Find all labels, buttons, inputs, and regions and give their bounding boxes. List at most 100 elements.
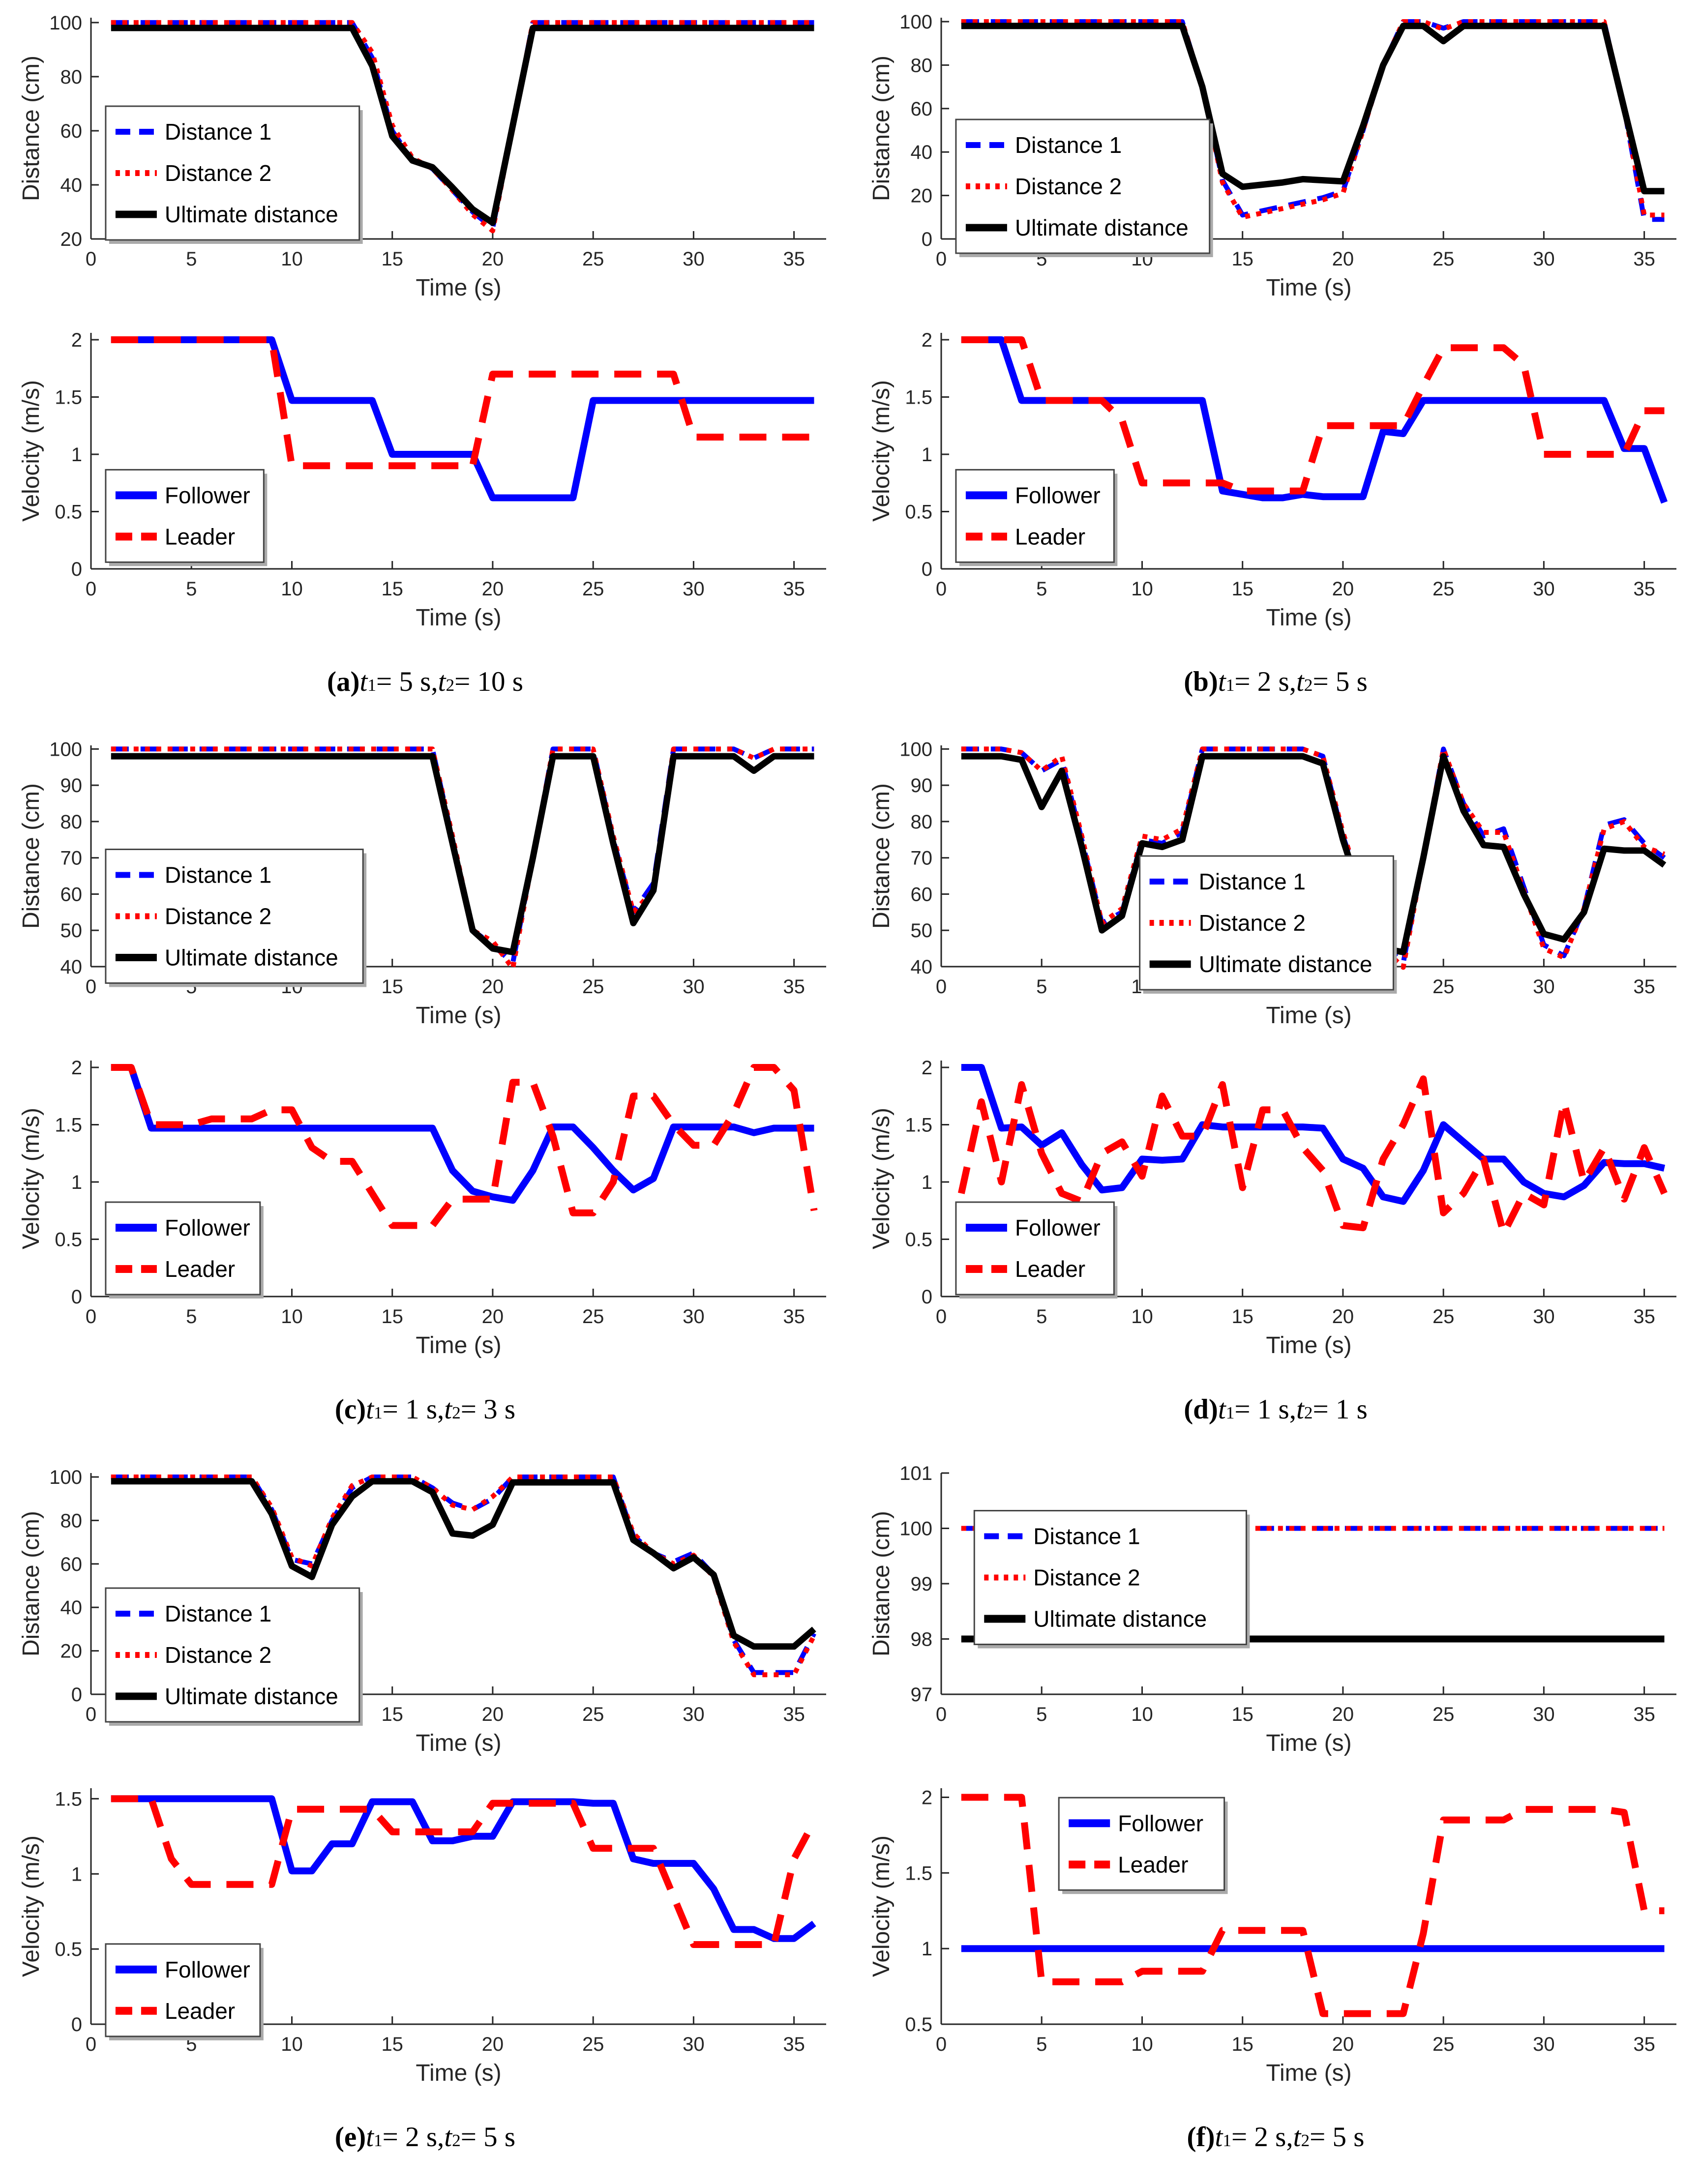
svg-text:90: 90 (60, 775, 82, 797)
svg-text:Leader: Leader (164, 524, 235, 550)
svg-text:60: 60 (911, 884, 933, 906)
svg-text:Distance 1: Distance 1 (1199, 869, 1306, 894)
svg-text:Distance 2: Distance 2 (1033, 1565, 1140, 1591)
svg-text:15: 15 (381, 2034, 403, 2055)
svg-text:Leader: Leader (164, 1998, 235, 2024)
svg-text:Ultimate distance: Ultimate distance (164, 945, 338, 971)
legend: Distance 1 Distance 2 Ultimate distance (104, 1587, 363, 1726)
svg-text:30: 30 (1533, 976, 1555, 998)
caption-segment: (d) (1184, 1393, 1218, 1425)
panel-b: 0 5 10 15 20 25 30 35 0 20 40 60 80 100 Time (s) Distan… (850, 0, 1701, 728)
caption-segment: 2 (446, 676, 455, 695)
series-leader (961, 336, 1665, 495)
svg-text:35: 35 (1633, 1704, 1655, 1725)
svg-text:15: 15 (1231, 248, 1253, 270)
svg-text:40: 40 (60, 175, 82, 196)
d-velocity-svg: 0 5 10 15 20 25 30 35 0 0.5 1 1.5 2 Time (s) Velocity … (868, 1057, 1676, 1358)
svg-text:35: 35 (783, 976, 805, 998)
series-leader (111, 1795, 817, 1948)
velocity-chart-b: 0 5 10 15 20 25 30 35 0 0.5 1 1.5 2 Time (s) Velocity … (867, 318, 1684, 635)
caption-segment: (c) (334, 1393, 366, 1425)
caption-segment: 2 (1304, 1403, 1313, 1423)
svg-text:80: 80 (911, 811, 933, 833)
a-velocity-svg: 0 5 10 15 20 25 30 35 0 0.5 1 1.5 2 Time (s) Velocity … (18, 329, 826, 631)
caption-segment: = 5 s, (376, 666, 438, 697)
svg-text:30: 30 (1533, 578, 1555, 600)
svg-text:2: 2 (71, 329, 82, 351)
svg-text:25: 25 (1432, 2034, 1455, 2055)
svg-text:Follower: Follower (164, 483, 250, 508)
svg-text:20: 20 (481, 1306, 504, 1328)
svg-text:Ultimate distance: Ultimate distance (1199, 951, 1373, 977)
caption-segment: 2 (1301, 2131, 1310, 2151)
svg-text:20: 20 (1332, 578, 1354, 600)
svg-text:Leader: Leader (1015, 1256, 1085, 1282)
svg-text:0: 0 (922, 1286, 932, 1308)
caption-segment: t (1218, 666, 1226, 697)
svg-text:Time (s): Time (s) (1266, 1332, 1351, 1358)
distance-chart-d: 05101520253035405060708090100Time (s)Dis… (867, 731, 1684, 1033)
svg-text:60: 60 (911, 98, 933, 120)
svg-text:Time (s): Time (s) (1266, 605, 1351, 631)
panel-d: 05101520253035405060708090100Time (s)Dis… (850, 728, 1701, 1455)
svg-text:30: 30 (683, 578, 705, 600)
series-follower (111, 1795, 816, 1942)
svg-text:0: 0 (936, 976, 947, 998)
svg-text:25: 25 (582, 2034, 604, 2055)
caption-segment: t (1215, 2121, 1223, 2153)
legend: Follower Leader (104, 1201, 264, 1299)
svg-text:20: 20 (481, 976, 504, 998)
svg-text:5: 5 (1036, 976, 1047, 998)
caption-segment: = 1 s, (1234, 1393, 1296, 1425)
legend: Follower Leader (955, 469, 1118, 566)
legend: Follower Leader (955, 1201, 1118, 1299)
svg-text:0: 0 (922, 559, 932, 580)
series-ultimate-distance (111, 753, 814, 955)
svg-text:15: 15 (381, 248, 403, 270)
svg-text:Distance 2: Distance 2 (164, 1642, 271, 1668)
legend: Follower Leader (104, 1943, 264, 2040)
svg-text:2: 2 (922, 329, 932, 351)
svg-text:100: 100 (899, 1518, 932, 1540)
svg-text:15: 15 (1231, 1306, 1253, 1328)
svg-text:10: 10 (1131, 2034, 1153, 2055)
svg-text:20: 20 (60, 229, 82, 250)
f-velocity-svg: 0 5 10 15 20 25 30 35 0.5 1 1.5 2 Time (s) Velocity (… (868, 1787, 1676, 2086)
svg-text:Distance (cm): Distance (cm) (18, 1511, 44, 1656)
svg-text:30: 30 (1533, 2034, 1555, 2055)
svg-text:40: 40 (911, 956, 933, 978)
caption-segment: t (359, 666, 368, 697)
svg-text:10: 10 (281, 578, 303, 600)
svg-text:Distance 1: Distance 1 (164, 1601, 271, 1626)
svg-text:10: 10 (1131, 578, 1153, 600)
series-leader (111, 336, 814, 470)
svg-text:70: 70 (911, 848, 933, 869)
panel-a: 0 5 10 15 20 25 30 35 20 40 60 80 100 Time (s) Distanc… (0, 0, 850, 728)
svg-text:0: 0 (85, 248, 96, 270)
svg-text:0.5: 0.5 (55, 1939, 82, 1960)
svg-text:15: 15 (381, 1306, 403, 1328)
caption-segment: = 5 s (1310, 2121, 1365, 2153)
series-ultimate-distance (111, 1478, 816, 1650)
svg-text:10: 10 (1131, 1704, 1153, 1725)
svg-text:0: 0 (936, 1306, 947, 1328)
series-follower (111, 336, 814, 502)
svg-text:97: 97 (911, 1684, 933, 1706)
svg-text:0.5: 0.5 (905, 2014, 932, 2036)
caption-segment: = 5 s (460, 2121, 516, 2153)
svg-text:100: 100 (49, 738, 82, 760)
legend: Distance 1 Distance 2 Ultimate distance (1139, 855, 1397, 994)
svg-text:Time (s): Time (s) (416, 1332, 501, 1358)
svg-text:Distance 1: Distance 1 (1015, 132, 1122, 158)
series-distance-2 (111, 1475, 816, 1678)
svg-text:30: 30 (1533, 248, 1555, 270)
svg-text:35: 35 (1633, 578, 1655, 600)
svg-text:0: 0 (71, 2014, 82, 2036)
svg-text:5: 5 (1036, 578, 1047, 600)
svg-text:25: 25 (582, 1306, 604, 1328)
svg-text:0: 0 (936, 1704, 947, 1725)
